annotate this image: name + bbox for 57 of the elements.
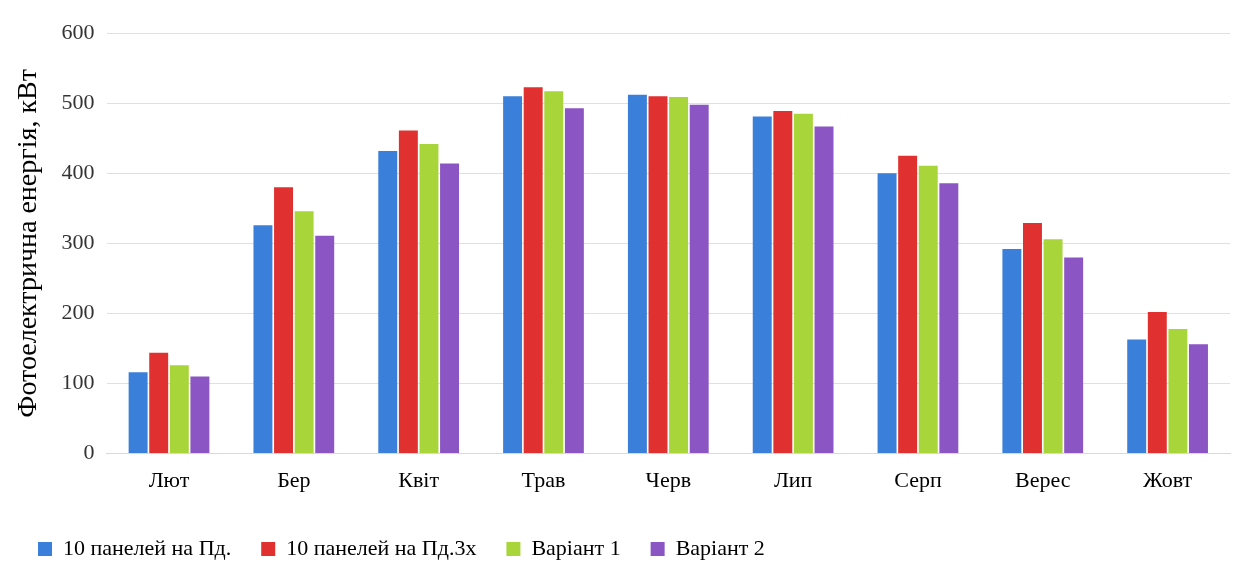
bar — [1043, 239, 1063, 454]
bar — [398, 130, 418, 454]
x-tick-label: Квіт — [398, 466, 440, 492]
legend-label: 10 панелей на Пд. — [63, 534, 232, 560]
bar — [939, 183, 959, 454]
legend-label: Варіант 1 — [531, 534, 621, 560]
bar — [315, 235, 335, 454]
bar — [918, 165, 938, 454]
bar — [898, 155, 918, 454]
bar — [1189, 344, 1208, 454]
legend-label: Варіант 2 — [675, 534, 765, 560]
x-tick-label: Лип — [773, 466, 813, 492]
bar — [1023, 223, 1042, 454]
bar — [190, 376, 210, 454]
bar — [689, 104, 709, 454]
y-tick-label: 0 — [83, 439, 95, 465]
bar — [419, 143, 439, 454]
bar — [648, 96, 668, 454]
bar — [128, 372, 148, 454]
bar — [877, 173, 897, 454]
bar — [378, 150, 398, 454]
bar — [627, 94, 647, 454]
y-tick-label: 300 — [61, 229, 95, 255]
bar — [274, 187, 294, 454]
bar — [1127, 339, 1147, 454]
bar — [773, 110, 793, 454]
x-tick-label: Верес — [1015, 466, 1071, 492]
bar — [564, 108, 584, 454]
y-tick-label: 600 — [61, 18, 95, 44]
x-tick-label: Черв — [645, 466, 692, 492]
bar — [169, 365, 189, 454]
bar — [1064, 257, 1084, 454]
bar — [544, 91, 564, 454]
legend-label: 10 панелей на Пд.3х — [286, 534, 477, 560]
y-tick-label: 200 — [61, 299, 95, 325]
x-tick-label: Жовт — [1143, 466, 1193, 492]
bar — [440, 163, 460, 454]
bar — [793, 113, 813, 454]
x-tick-label: Трав — [521, 466, 566, 492]
bar — [814, 126, 834, 454]
y-tick-label: 100 — [61, 369, 95, 395]
bar — [294, 211, 314, 454]
bar — [253, 225, 273, 454]
bar — [523, 87, 543, 454]
x-tick-label: Бер — [277, 466, 311, 492]
bar — [669, 96, 689, 454]
x-tick-label: Лют — [148, 466, 190, 492]
bar — [752, 116, 772, 454]
y-tick-label: 400 — [61, 159, 95, 185]
bar — [149, 352, 169, 454]
x-tick-label: Серп — [894, 466, 942, 492]
bar — [503, 96, 523, 454]
bar — [1147, 312, 1167, 454]
y-axis-title: Фотоелектрична енергія, кВт — [11, 69, 43, 418]
y-tick-label: 500 — [61, 89, 95, 115]
bar — [1002, 249, 1022, 454]
bar — [1168, 328, 1188, 454]
